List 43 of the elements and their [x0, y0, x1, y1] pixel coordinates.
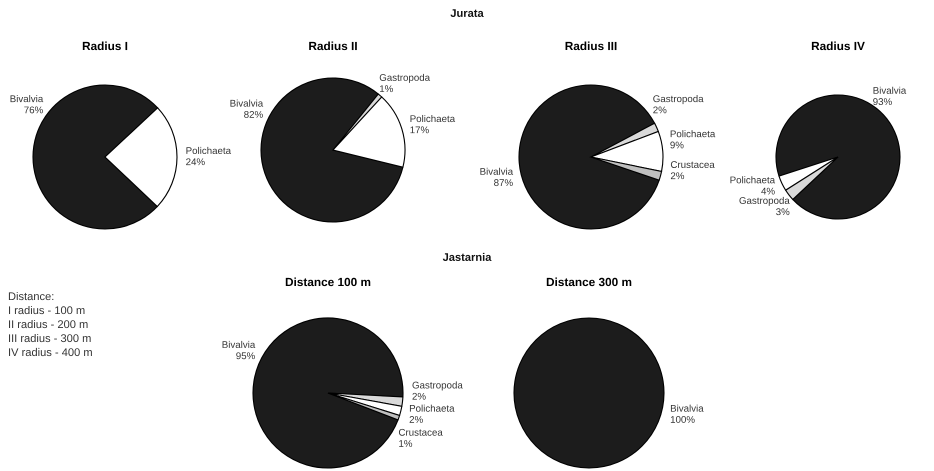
chart-title: Radius II — [309, 42, 357, 50]
data-label: 2% — [670, 172, 684, 180]
slice-label: Polichaeta — [410, 114, 456, 122]
data-label: 2% — [410, 416, 423, 423]
data-label: 87% — [494, 179, 513, 186]
slice-label: Bivalvia — [10, 95, 44, 102]
slice-label: Crustacea — [398, 428, 443, 436]
slice-label: Polichaeta — [730, 176, 776, 184]
slice-label: Crustacea — [670, 161, 715, 168]
data-label: 17% — [410, 126, 429, 134]
slice-label: Gastropoda — [412, 381, 463, 390]
text: Jurata — [450, 9, 484, 17]
slice-label: Gastropoda — [653, 95, 704, 104]
chart-title: Distance 100 m — [286, 277, 370, 286]
data-label: 95% — [236, 352, 255, 360]
data-label: 76% — [24, 106, 43, 114]
chart-title: Distance 300 m — [546, 277, 632, 286]
chart-title: Radius I — [82, 42, 128, 50]
slice-label: Bivalvia — [874, 86, 906, 94]
slice-label: Bivalvia — [222, 340, 256, 348]
data-label: 93% — [873, 98, 892, 106]
data-label: 24% — [186, 158, 205, 166]
slice-label: Polichaeta — [410, 404, 455, 412]
data-label: 1% — [399, 440, 412, 447]
slice-label: Gastropoda — [739, 196, 790, 206]
slice-label: Polichaeta — [670, 130, 716, 138]
slice-label: Bivalvia — [230, 100, 264, 107]
text: Distance: I radius - 100 m II radius - 200 m III radius - 300 m IV radius - 400 m — [8, 292, 92, 356]
slice-label: Bivalvia — [670, 404, 704, 412]
slice-label: Gastropoda — [380, 74, 430, 83]
data-label: 1% — [380, 85, 393, 92]
data-label: 9% — [670, 142, 684, 148]
data-label: 2% — [653, 106, 666, 114]
data-label: 100% — [670, 416, 695, 423]
data-label: 2% — [412, 392, 426, 400]
text: Jastarnia — [442, 252, 492, 261]
data-label: 4% — [761, 188, 775, 195]
slice-label: Bivalvia — [480, 168, 514, 175]
slice-label: Polichaeta — [186, 146, 232, 154]
data-label: 82% — [244, 110, 263, 118]
chart-title: Radius IV — [812, 42, 865, 50]
data-label: 3% — [776, 208, 790, 216]
chart-title: Radius III — [566, 42, 616, 50]
